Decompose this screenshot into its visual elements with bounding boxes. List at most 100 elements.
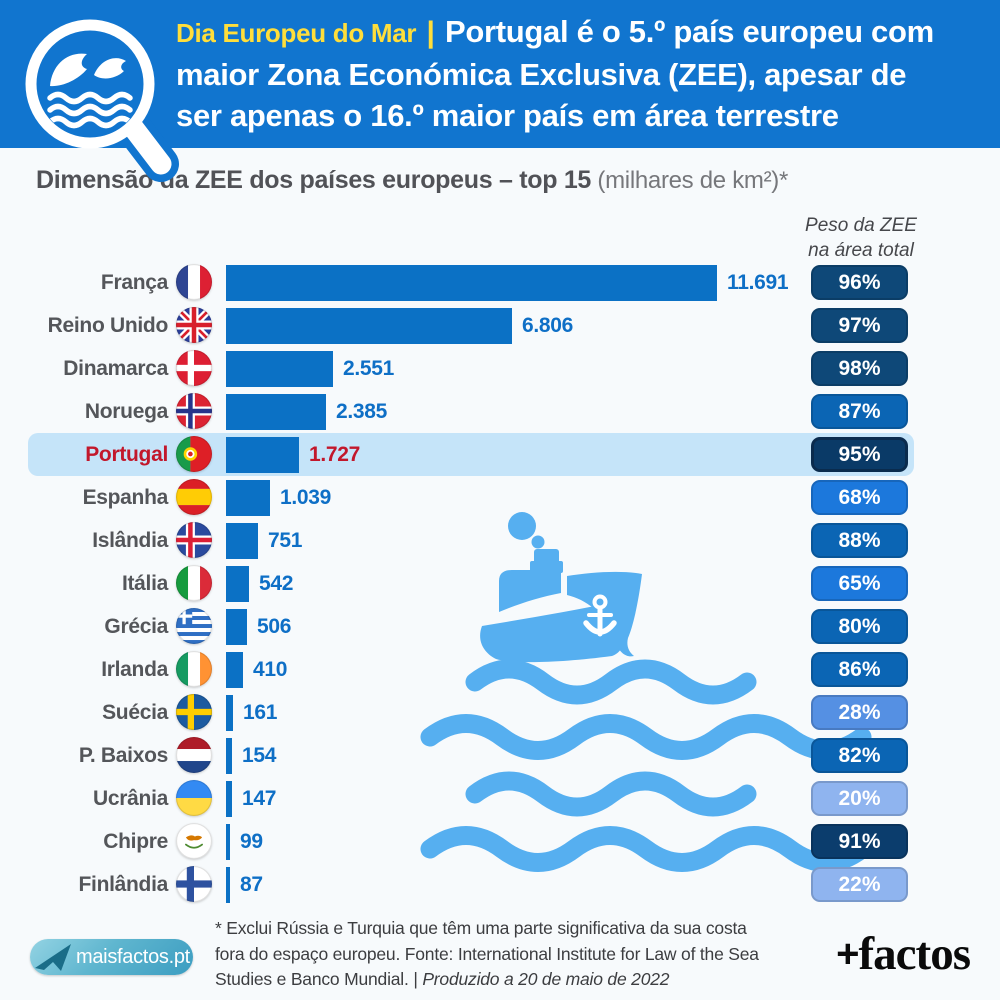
value-bar	[226, 523, 258, 559]
country-label: Noruega	[84, 400, 168, 423]
percent-badge: 20%	[811, 781, 908, 816]
percent-badge: 22%	[811, 867, 908, 902]
percent-badge: 97%	[811, 308, 908, 343]
value-bar	[226, 351, 333, 387]
maisfactos-site-link[interactable]: maisfactos.pt	[30, 939, 193, 975]
country-label: Dinamarca	[63, 357, 168, 380]
chart-row: Grécia 506 80%	[0, 605, 1000, 648]
value-bar	[226, 480, 270, 516]
value-bar	[226, 781, 232, 817]
chart-row: Reino Unido 6.806 97%	[0, 304, 1000, 347]
value-bar	[226, 566, 249, 602]
chart-title: Dimensão da ZEE dos países europeus – to…	[36, 166, 788, 195]
value-label: 542	[259, 572, 294, 595]
percent-column-header: Peso da ZEE na área total	[786, 213, 936, 263]
chart-row: Suécia 161 28%	[0, 691, 1000, 734]
country-label: Portugal	[85, 443, 168, 466]
value-label: 87	[240, 873, 263, 896]
percent-badge: 96%	[811, 265, 908, 300]
flag-uk-icon	[176, 307, 212, 343]
value-label: 410	[253, 658, 288, 681]
country-label: Islândia	[92, 529, 168, 552]
country-label: Suécia	[102, 701, 168, 724]
percent-badge: 65%	[811, 566, 908, 601]
footnote-line1: * Exclui Rússia e Turquia que têm uma pa…	[215, 918, 747, 938]
chart-title-bold: Dimensão da ZEE dos países europeus – to…	[36, 166, 592, 194]
value-label: 2.385	[336, 400, 388, 423]
value-label: 154	[242, 744, 277, 767]
chart-row: Noruega 2.385 87%	[0, 390, 1000, 433]
flag-italy-icon	[176, 565, 212, 601]
highlight-band	[28, 433, 914, 476]
chart-row: P. Baixos 154 82%	[0, 734, 1000, 777]
flag-portugal-icon	[176, 436, 212, 472]
value-bar	[226, 824, 230, 860]
footnote: * Exclui Rússia e Turquia que têm uma pa…	[215, 916, 805, 993]
percent-badge: 95%	[811, 437, 908, 472]
chart-row: Itália 542 65%	[0, 562, 1000, 605]
chart-row: Irlanda 410 86%	[0, 648, 1000, 691]
chart-row: Ucrânia 147 20%	[0, 777, 1000, 820]
value-label: 1.039	[280, 486, 332, 509]
flag-ireland-icon	[176, 651, 212, 687]
ship-waves-illustration-icon	[420, 512, 872, 872]
percent-column-header-line2: na área total	[808, 240, 914, 261]
percent-badge: 86%	[811, 652, 908, 687]
header-kicker: Dia Europeu do Mar	[176, 18, 417, 48]
value-bar	[226, 652, 243, 688]
country-label: Grécia	[104, 615, 168, 638]
footnote-produced-date: Produzido a 20 de maio de 2022	[422, 969, 670, 989]
flag-sweden-icon	[176, 694, 212, 730]
maisfactos-site-label: maisfactos.pt	[76, 945, 190, 968]
percent-badge: 87%	[811, 394, 908, 429]
flag-iceland-icon	[176, 522, 212, 558]
percent-badge: 80%	[811, 609, 908, 644]
country-label: Espanha	[82, 486, 169, 509]
chart-rows: França 11.691 96% Reino Unido 6.806 97% Dinam…	[0, 261, 1000, 906]
plusfactos-logo: +factos	[836, 927, 971, 981]
chart-row: Espanha 1.039 68%	[0, 476, 1000, 519]
value-label: 2.551	[343, 357, 395, 380]
anchor-icon	[583, 594, 617, 637]
value-bar	[226, 695, 233, 731]
value-label: 1.727	[309, 443, 361, 466]
value-bar	[226, 867, 230, 903]
value-label: 751	[268, 529, 303, 552]
flag-netherlands-icon	[176, 737, 212, 773]
flag-france-icon	[176, 264, 212, 300]
flag-ukraine-icon	[176, 780, 212, 816]
percent-badge: 82%	[811, 738, 908, 773]
value-bar	[226, 265, 717, 301]
chart-row: Chipre 99 91%	[0, 820, 1000, 863]
percent-badge: 98%	[811, 351, 908, 386]
flag-denmark-icon	[176, 350, 212, 386]
country-label: Reino Unido	[47, 314, 169, 337]
flag-norway-icon	[176, 393, 212, 429]
country-label: Finlândia	[78, 873, 169, 896]
country-label: Chipre	[103, 830, 168, 853]
country-label: Ucrânia	[93, 787, 168, 810]
value-label: 161	[243, 701, 278, 724]
country-label: França	[100, 271, 168, 294]
plusfactos-logo-plus: +	[836, 932, 859, 976]
footnote-line3: Studies e Banco Mundial. | Produzido a 2…	[215, 969, 670, 989]
country-label: P. Baixos	[78, 744, 168, 767]
chart-row: Portugal 1.727 95%	[0, 433, 1000, 476]
percent-badge: 88%	[811, 523, 908, 558]
plusfactos-logo-word: factos	[858, 928, 971, 980]
value-bar	[226, 308, 512, 344]
percent-badge: 28%	[811, 695, 908, 730]
paper-plane-icon	[35, 944, 71, 971]
value-label: 11.691	[727, 271, 789, 294]
value-bar	[226, 437, 299, 473]
chart-row: França 11.691 96%	[0, 261, 1000, 304]
value-label: 6.806	[522, 314, 574, 337]
percent-column-header-line1: Peso da ZEE	[805, 215, 917, 236]
value-label: 147	[242, 787, 277, 810]
flag-finland-icon	[176, 866, 212, 902]
chart-row: Islândia 751 88%	[0, 519, 1000, 562]
value-bar	[226, 394, 326, 430]
header-title-line2: maior Zona Económica Exclusiva (ZEE), ap…	[176, 57, 907, 92]
value-label: 506	[257, 615, 292, 638]
chart-row: Finlândia 87 22%	[0, 863, 1000, 906]
